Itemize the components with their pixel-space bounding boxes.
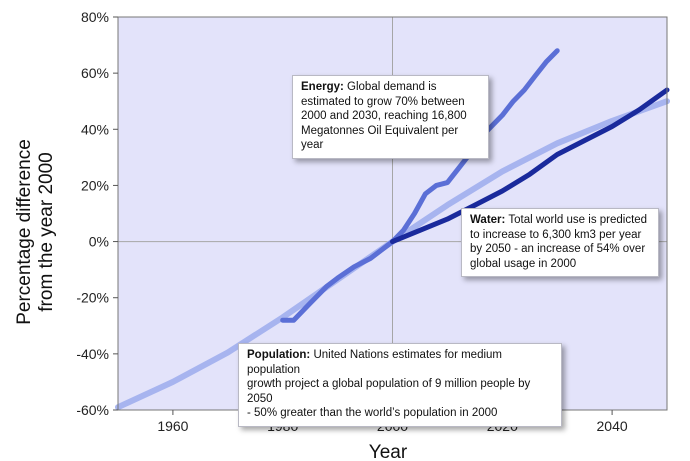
population-annotation-line-1: Population: United Nations estimates for…: [247, 348, 553, 377]
y-tick-label: 60%: [81, 65, 109, 81]
x-tick-label: 2040: [597, 418, 628, 434]
x-tick-label: 1960: [157, 418, 188, 434]
population-annotation-line-2: growth project a global population of 9 …: [247, 378, 531, 405]
y-tick-label: -40%: [76, 346, 109, 362]
water-annotation-text: Total world use is predicted: [508, 214, 648, 226]
y-tick-label: 40%: [81, 121, 109, 137]
y-tick-label: -20%: [76, 290, 109, 306]
energy-annotation-label: Energy:: [301, 81, 344, 93]
water-annotation: Water: Total world use is predicted to i…: [461, 208, 659, 277]
energy-annotation-text: Global demand is: [347, 81, 437, 93]
water-annotation-label: Water:: [470, 214, 506, 226]
water-series-line: [390, 87, 670, 245]
water-annotation-line-1: Water: Total world use is predicted: [470, 213, 650, 228]
y-tick-label: 80%: [81, 9, 109, 25]
energy-annotation-line-4: Megatonnes Oil Equivalent per year: [301, 124, 459, 152]
energy-annotation-line-3: 2000 and 2030, reaching 16,800: [301, 110, 467, 122]
y-axis-title-line-1: Percentage difference: [14, 139, 35, 325]
energy-annotation-line-2: estimated to grow 70% between: [301, 95, 465, 108]
y-axis-ticks: -60% -40% -20% 0% 20% 40% 60% 80%: [76, 9, 118, 418]
population-annotation: Population: United Nations estimates for…: [238, 343, 562, 427]
population-annotation-line-3: - 50% greater than the world’s populatio…: [247, 407, 498, 419]
x-axis-title: Year: [369, 442, 408, 461]
y-tick-label: -60%: [76, 402, 109, 418]
y-axis-title-line-2: from the year 2000: [36, 152, 57, 311]
energy-annotation: Energy: Global demand is estimated to gr…: [292, 75, 489, 159]
population-annotation-label: Population:: [247, 349, 311, 361]
series-layer: [115, 48, 670, 411]
water-annotation-line-4: global usage in 2000: [470, 257, 577, 270]
water-annotation-line-2: to increase to 6,300 km3 per year: [470, 228, 642, 241]
population-annotation-text: United Nations estimates for medium popu…: [247, 349, 503, 376]
y-tick-label: 0%: [89, 234, 109, 250]
energy-annotation-line-1: Energy: Global demand is: [301, 80, 480, 95]
energy-series-line: [280, 48, 560, 323]
y-tick-label: 20%: [81, 177, 109, 193]
water-annotation-line-3: by 2050 - an increase of 54% over: [470, 243, 646, 255]
